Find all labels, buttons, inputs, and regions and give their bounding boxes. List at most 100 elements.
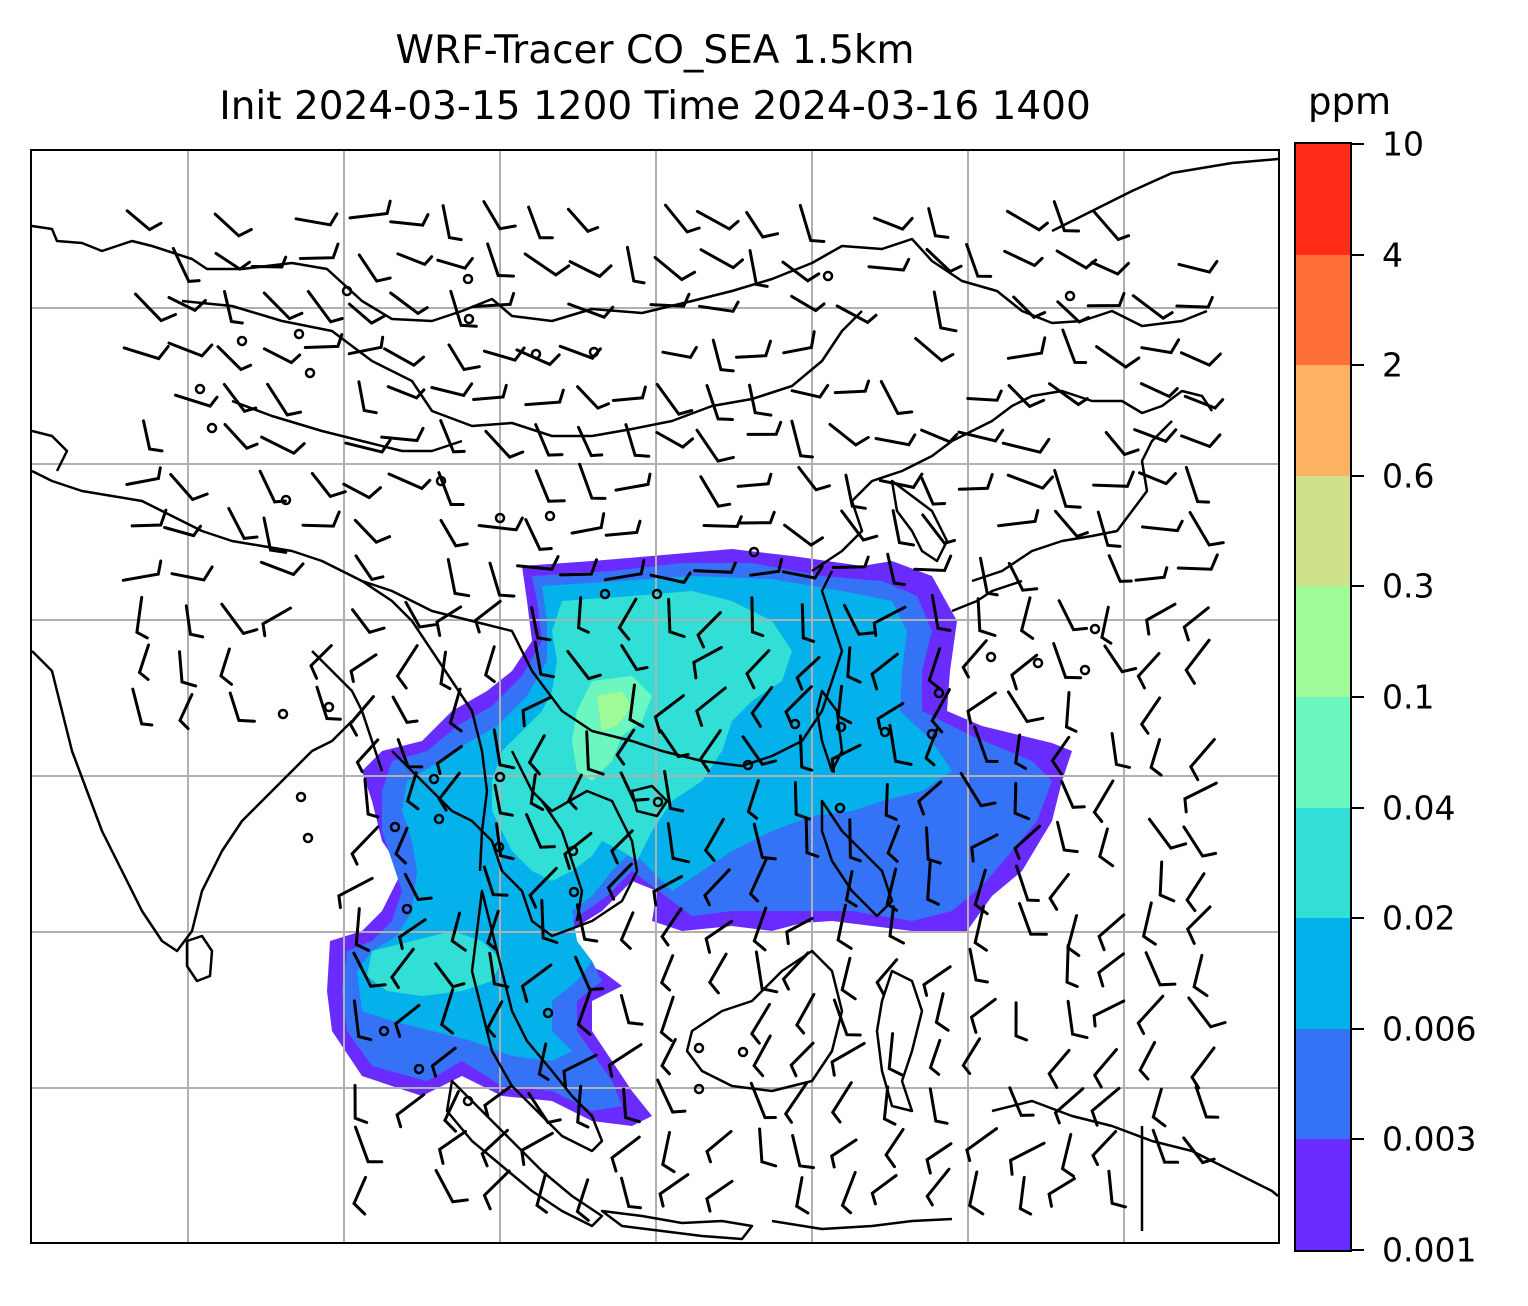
wind-barb <box>515 348 561 367</box>
wind-barb <box>1010 653 1039 691</box>
wind-barb <box>1110 732 1131 769</box>
calm-wind-marker <box>835 721 847 733</box>
wind-barb <box>1184 638 1211 685</box>
border-bangladesh-myanmar <box>311 650 384 772</box>
wind-barb <box>1096 510 1122 548</box>
wind-barb <box>435 745 463 775</box>
wind-barb <box>961 639 988 679</box>
wind-barb <box>705 384 734 421</box>
wind-barb <box>1185 905 1212 945</box>
wind-barb <box>925 1167 951 1207</box>
coastline-java <box>600 1209 754 1241</box>
wind-barb <box>790 294 826 313</box>
wind-barb <box>130 508 168 528</box>
wind-barb <box>611 385 647 402</box>
calm-wind-marker <box>302 832 314 844</box>
wind-barb <box>1006 690 1045 724</box>
coastline-indochina <box>391 750 639 938</box>
wind-barb <box>705 1130 733 1164</box>
wind-barb <box>1151 1087 1167 1128</box>
wind-barb <box>1141 901 1157 946</box>
wind-barb <box>516 555 560 571</box>
wind-barb <box>965 1127 998 1163</box>
wind-barb <box>932 290 958 333</box>
wind-barb <box>1092 470 1135 488</box>
wind-barb <box>698 729 722 773</box>
wind-barb <box>380 426 425 443</box>
wind-barb <box>844 473 867 510</box>
wind-barb <box>968 947 989 984</box>
wind-barb <box>351 608 386 635</box>
wind-barb <box>966 389 1003 402</box>
colorbar-tick-label: 0.04 <box>1382 788 1456 828</box>
wind-barb <box>603 559 646 582</box>
wind-barb <box>620 1176 642 1210</box>
wind-barb <box>870 1174 898 1206</box>
wind-barb <box>844 870 858 908</box>
wind-barb <box>525 813 556 849</box>
wind-barb <box>447 343 481 372</box>
wind-barb <box>533 640 555 679</box>
wind-barb <box>1104 431 1140 457</box>
coastline-hainan <box>630 784 669 818</box>
coastlines <box>32 157 1278 1241</box>
wind-barb <box>653 256 697 282</box>
coastline-northeast <box>1051 157 1278 233</box>
colorbar-tick-label: 0.6 <box>1382 456 1435 496</box>
wind-barb <box>707 952 728 995</box>
calm-wind-marker <box>1079 664 1091 676</box>
map-panel <box>30 149 1280 1244</box>
wind-barb <box>353 518 392 544</box>
coastline-new-guinea <box>991 1099 1278 1197</box>
wind-barb <box>434 1169 469 1204</box>
wind-barb <box>352 951 387 988</box>
calm-wind-marker <box>822 270 834 282</box>
wind-barb <box>137 643 150 681</box>
wind-barb <box>259 560 305 577</box>
colorbar-segment <box>1296 918 1350 1029</box>
wind-barb <box>695 428 735 463</box>
wind-barb <box>782 330 816 355</box>
wind-barb <box>1006 473 1054 490</box>
wind-barb <box>925 248 963 274</box>
wind-barb <box>437 1130 467 1165</box>
wind-barb <box>448 687 463 733</box>
wind-barb <box>528 866 558 909</box>
wind-barb <box>848 818 862 863</box>
wind-barb <box>798 203 826 243</box>
wind-barb <box>752 822 777 861</box>
wind-barb <box>830 1041 866 1077</box>
wind-barb <box>354 907 370 952</box>
wind-barb <box>1014 733 1028 770</box>
colorbar-tick-label: 0.02 <box>1382 898 1456 938</box>
wind-barb <box>449 289 478 328</box>
wind-barb <box>405 771 420 811</box>
wind-barb <box>1100 605 1113 645</box>
wind-barb <box>746 420 783 436</box>
wind-barb <box>482 1169 511 1211</box>
wind-barb <box>658 1173 690 1208</box>
wind-barb <box>1092 210 1131 242</box>
colorbar-tick <box>1352 806 1364 809</box>
wind-barb <box>735 339 772 359</box>
wind-barb <box>578 462 607 500</box>
wind-barb <box>1107 554 1133 583</box>
colorbar-segment <box>1296 144 1350 255</box>
calm-wind-marker <box>493 841 505 853</box>
wind-barb <box>784 685 813 725</box>
wind-barb <box>1188 511 1225 547</box>
wind-barb <box>961 1037 982 1075</box>
wind-barb <box>357 380 378 415</box>
wind-barb <box>488 561 516 598</box>
wind-barb <box>619 911 635 950</box>
wind-barb <box>711 338 735 373</box>
wind-barb <box>170 565 214 582</box>
calm-wind-marker <box>295 791 307 803</box>
wind-barb <box>791 1134 815 1170</box>
calm-wind-marker <box>542 1007 554 1019</box>
calm-wind-marker <box>462 1095 474 1107</box>
wind-barb <box>624 423 651 458</box>
calm-wind-marker <box>304 367 316 379</box>
wind-barb <box>574 955 604 992</box>
wind-barb <box>928 1038 942 1076</box>
